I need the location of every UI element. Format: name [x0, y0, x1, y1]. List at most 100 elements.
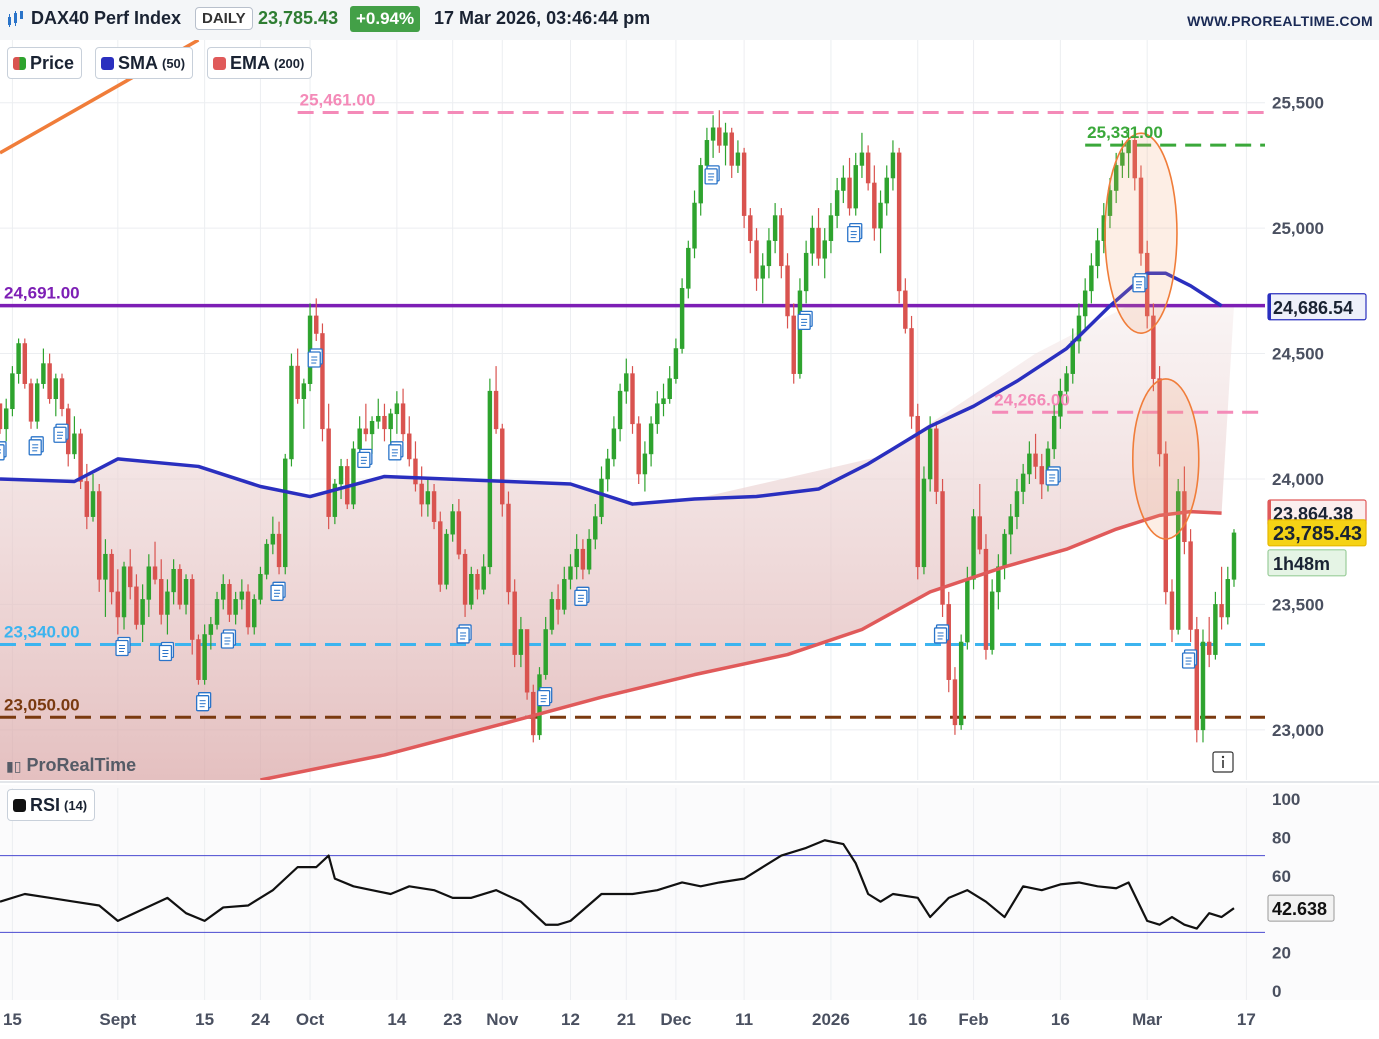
candle[interactable] [543, 616, 548, 680]
event-doc-icon[interactable] [1181, 649, 1198, 669]
event-doc-icon[interactable] [1132, 273, 1148, 293]
candle[interactable] [1039, 453, 1044, 500]
candle[interactable] [754, 228, 759, 291]
candle[interactable] [661, 383, 666, 417]
candle[interactable] [289, 353, 294, 467]
candle[interactable] [1231, 529, 1237, 587]
candle[interactable] [96, 484, 102, 592]
candle[interactable] [977, 484, 982, 555]
event-doc-icon[interactable] [1045, 466, 1061, 486]
candle[interactable] [1126, 127, 1131, 178]
candle[interactable] [22, 338, 28, 389]
chart-type-icon[interactable] [6, 9, 26, 34]
candle[interactable] [723, 122, 728, 166]
candle[interactable] [686, 240, 691, 299]
candle[interactable] [345, 458, 350, 510]
candle[interactable] [140, 584, 145, 643]
event-doc-icon[interactable] [933, 624, 950, 644]
candle[interactable] [59, 373, 65, 417]
candle[interactable] [872, 165, 877, 241]
candle[interactable] [283, 453, 288, 575]
candle[interactable] [834, 177, 840, 229]
candle[interactable] [41, 348, 46, 389]
candle[interactable] [28, 378, 34, 429]
candle[interactable] [301, 378, 307, 429]
candle[interactable] [34, 378, 40, 429]
candle[interactable] [785, 253, 790, 329]
candle[interactable] [1182, 466, 1187, 555]
event-doc-icon[interactable] [847, 222, 863, 243]
candle[interactable] [295, 348, 300, 404]
legend-price[interactable]: Price [7, 47, 83, 79]
candle[interactable] [332, 478, 338, 525]
candle[interactable] [425, 478, 431, 517]
event-doc-icon[interactable] [53, 423, 69, 443]
candle[interactable] [72, 416, 77, 459]
candle[interactable] [934, 421, 939, 505]
ema-line[interactable] [260, 509, 1222, 780]
candle[interactable] [221, 574, 226, 610]
candle[interactable] [748, 208, 753, 254]
candle[interactable] [1095, 228, 1100, 279]
candle[interactable] [772, 203, 778, 254]
candle[interactable] [828, 203, 834, 254]
candle[interactable] [524, 629, 530, 700]
candle[interactable] [555, 584, 561, 625]
candle[interactable] [0, 403, 3, 434]
event-doc-icon[interactable] [195, 692, 212, 712]
candle[interactable] [1163, 441, 1169, 605]
candle[interactable] [921, 466, 927, 575]
candle[interactable] [326, 403, 331, 530]
candle[interactable] [1169, 579, 1175, 643]
candle[interactable] [580, 539, 586, 580]
candle[interactable] [469, 566, 474, 610]
candle[interactable] [853, 152, 858, 216]
info-icon[interactable] [1212, 751, 1234, 773]
event-doc-icon[interactable] [158, 641, 175, 662]
highlight-ellipse-top[interactable] [1104, 132, 1178, 334]
candle[interactable] [884, 165, 889, 216]
candle[interactable] [121, 561, 127, 630]
candle[interactable] [431, 484, 437, 530]
candle[interactable] [134, 574, 139, 630]
event-doc-icon[interactable] [537, 687, 553, 707]
candle[interactable] [53, 373, 59, 417]
candle[interactable] [1188, 529, 1193, 643]
candle[interactable] [655, 391, 660, 434]
candle[interactable] [103, 539, 108, 617]
event-doc-icon[interactable] [115, 636, 131, 657]
candle[interactable] [841, 165, 846, 204]
candle[interactable] [940, 478, 945, 617]
candle[interactable] [3, 398, 9, 442]
candle[interactable] [152, 541, 158, 585]
candle[interactable] [692, 190, 697, 259]
candle[interactable] [642, 441, 648, 492]
candle[interactable] [1107, 177, 1113, 229]
candle[interactable] [369, 416, 375, 454]
candle[interactable] [562, 566, 567, 615]
candle[interactable] [407, 416, 412, 467]
candle[interactable] [177, 564, 183, 610]
candle[interactable] [1157, 366, 1162, 467]
highlight-ellipse-bottom[interactable] [1131, 378, 1200, 540]
candle[interactable] [338, 458, 344, 500]
candle[interactable] [903, 278, 908, 334]
candle[interactable] [351, 441, 356, 510]
candle[interactable] [1138, 165, 1144, 266]
candle[interactable] [320, 323, 325, 442]
candle[interactable] [419, 466, 424, 517]
candle[interactable] [314, 298, 319, 342]
candle[interactable] [1020, 463, 1026, 505]
event-doc-icon[interactable] [0, 441, 7, 461]
candle[interactable] [400, 388, 406, 442]
candle[interactable] [859, 132, 865, 178]
candle[interactable] [190, 574, 195, 655]
candle[interactable] [847, 157, 852, 216]
candle[interactable] [1206, 616, 1212, 668]
candle[interactable] [214, 591, 220, 630]
candle[interactable] [183, 574, 189, 615]
candle[interactable] [227, 579, 232, 622]
candle[interactable] [10, 366, 15, 417]
candle[interactable] [1175, 478, 1181, 635]
candle[interactable] [989, 579, 995, 655]
